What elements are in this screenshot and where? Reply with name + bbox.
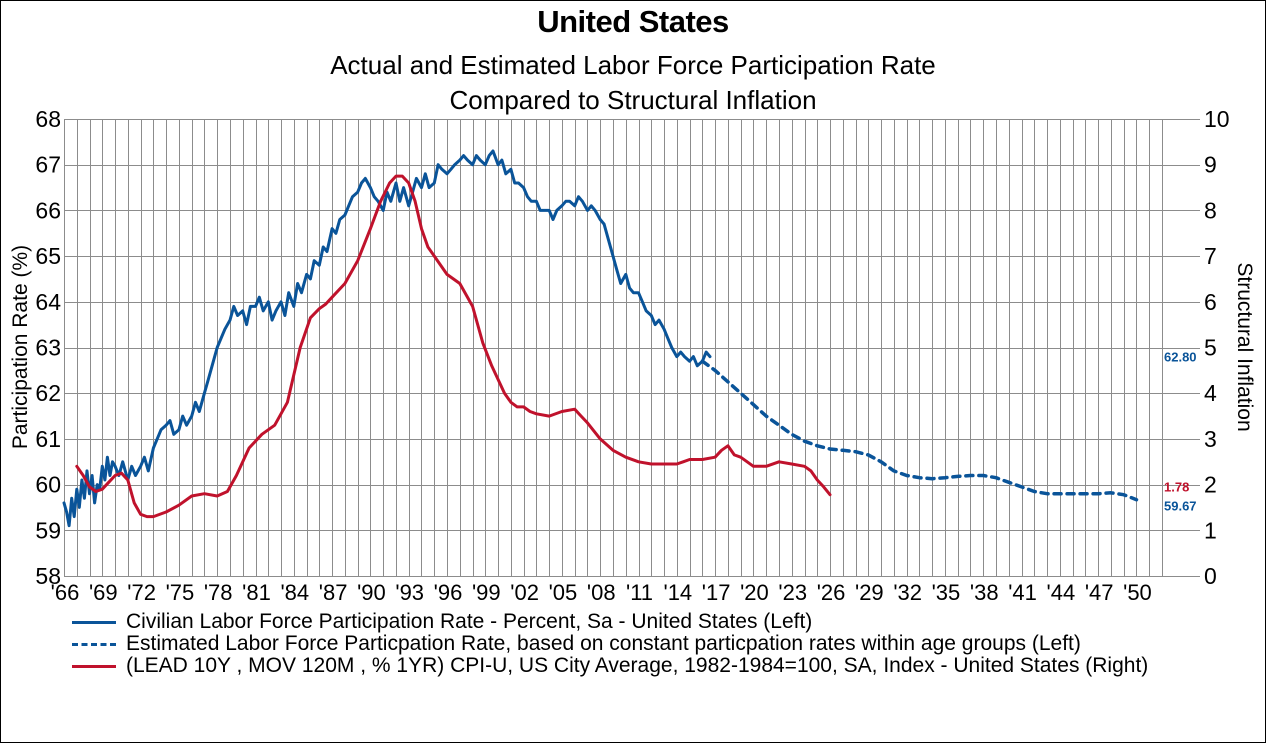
x-tick: '26 [817,580,846,605]
x-tick: '84 [280,580,309,605]
x-tick: '05 [549,580,578,605]
y-tick-right: 7 [1204,243,1217,269]
y-tick-right: 4 [1204,380,1217,406]
x-tick: '41 [1008,580,1037,605]
grid [64,119,1200,577]
x-tick: '72 [127,580,156,605]
y-tick-left: 65 [35,243,61,269]
x-tick: '08 [587,580,616,605]
y-tick-left: 59 [35,517,61,543]
y-tick-right: 1 [1204,517,1217,543]
y-axis-left-label: Participation Rate (%) [9,245,32,449]
y-axis-left: 58 59 60 61 62 63 64 65 66 67 68 [35,106,61,589]
x-tick: '44 [1047,580,1076,605]
legend-label: (LEAD 10Y , MOV 120M , % 1YR) CPI-U, US … [126,654,1149,677]
legend-label: Estimated Labor Force Particpation Rate,… [126,632,1081,655]
legend: Civilian Labor Force Participation Rate … [72,611,1252,677]
series-line-actual-lfpr [62,149,712,528]
x-tick: '38 [970,580,999,605]
y-tick-right: 10 [1204,106,1230,132]
series-lines [62,149,1139,528]
x-tick: '90 [357,580,386,605]
y-tick-right: 5 [1204,335,1217,361]
y-tick-left: 62 [35,380,61,406]
x-tick: '66 [51,580,80,605]
x-tick: '47 [1085,580,1114,605]
x-tick: '78 [204,580,233,605]
y-tick-left: 61 [35,426,61,452]
x-tick: '50 [1123,580,1152,605]
legend-item-structural-inflation: (LEAD 10Y , MOV 120M , % 1YR) CPI-U, US … [72,655,1252,677]
x-tick: '23 [778,580,807,605]
y-tick-right: 2 [1204,472,1217,498]
x-tick: '20 [740,580,769,605]
x-tick: '35 [932,580,961,605]
x-tick: '29 [855,580,884,605]
legend-swatch-solid-red [72,665,116,668]
y-tick-left: 68 [35,106,61,132]
legend-item-estimated-lfpr: Estimated Labor Force Particpation Rate,… [72,633,1252,655]
x-tick: '87 [319,580,348,605]
y-tick-left: 58 [35,563,61,589]
legend-label: Civilian Labor Force Participation Rate … [126,610,813,633]
x-tick: '11 [626,580,653,605]
x-tick: '32 [893,580,922,605]
y-tick-left: 67 [35,152,61,178]
y-tick-right: 9 [1204,152,1217,178]
x-tick: '93 [395,580,424,605]
chart-title: United States [537,4,729,39]
x-tick: '02 [510,580,539,605]
x-tick: '81 [242,580,271,605]
series-line-structural-inflation [75,174,832,519]
x-tick: '17 [702,580,731,605]
chart-subtitle-line-2: Compared to Structural Inflation [449,85,817,115]
y-tick-left: 66 [35,197,61,223]
y-tick-right: 8 [1204,197,1217,223]
y-tick-right: 3 [1204,426,1217,452]
y-tick-left: 63 [35,335,61,361]
x-tick: '99 [472,580,501,605]
chart-subtitle-line-1: Actual and Estimated Labor Force Partici… [330,50,936,80]
end-labels: 62.80 1.78 59.67 [1164,350,1197,514]
end-value-label: 1.78 [1164,480,1189,495]
end-value-label: 62.80 [1164,350,1197,365]
series-line-estimated-lfpr [700,359,1139,502]
x-tick: '69 [89,580,118,605]
y-tick-left: 60 [35,472,61,498]
legend-swatch-solid-blue [72,621,116,624]
y-tick-right: 0 [1204,563,1217,589]
y-tick-left: 64 [35,289,61,315]
end-value-label: 59.67 [1164,499,1197,514]
legend-item-actual-lfpr: Civilian Labor Force Participation Rate … [72,611,1252,633]
x-axis: '66 '69 '72 '75 '78 '81 '84 '87 '90 '93 '96 '99 '02 '… [51,580,1152,605]
x-tick: '75 [166,580,195,605]
y-axis-right-label: Structural Inflation [1233,262,1256,431]
y-tick-right: 6 [1204,289,1217,315]
x-tick: '14 [664,580,693,605]
legend-swatch-dashed-blue [72,643,116,646]
y-axis-right: 0 1 2 3 4 5 6 7 8 9 10 [1204,106,1230,589]
x-tick: '96 [434,580,463,605]
